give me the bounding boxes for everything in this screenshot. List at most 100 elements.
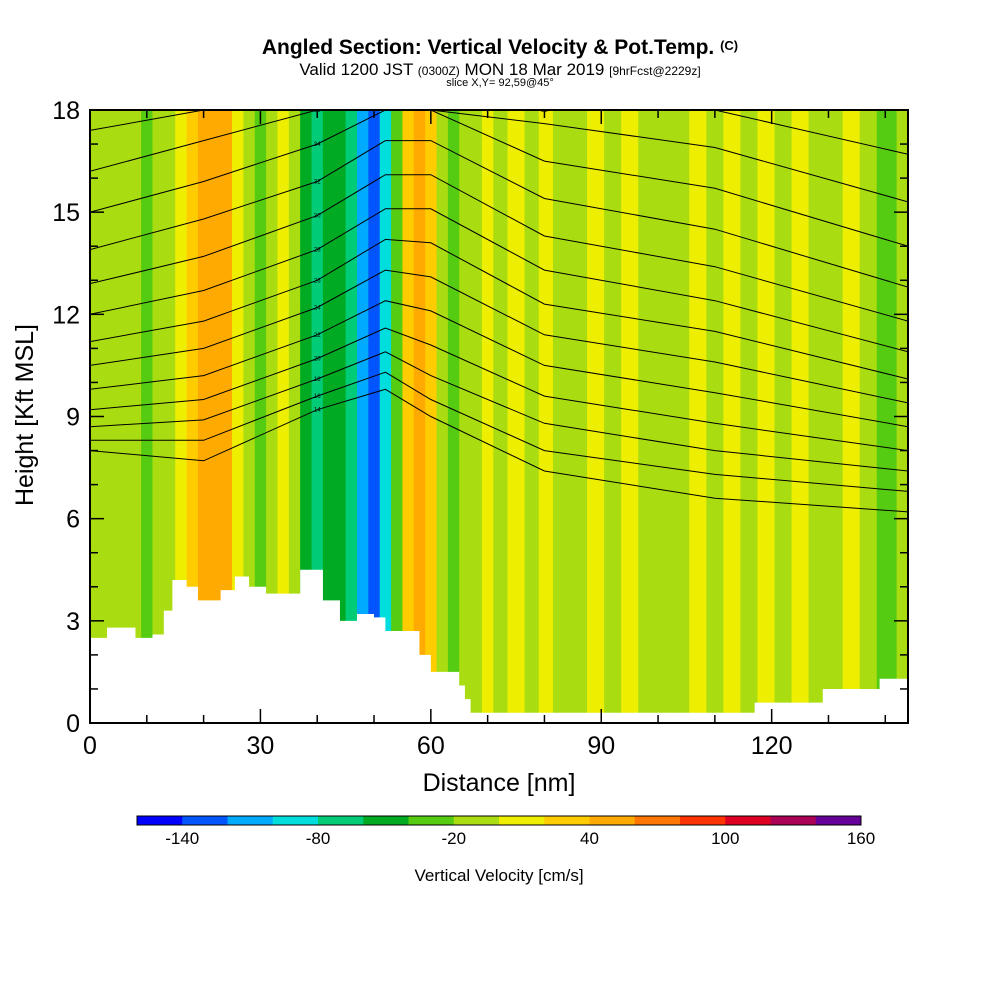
velocity-column xyxy=(98,110,114,723)
colorbar-swatch xyxy=(634,816,681,825)
velocity-column xyxy=(825,110,844,723)
velocity-column xyxy=(112,110,128,723)
colorbar-swatch xyxy=(272,816,319,825)
velocity-column xyxy=(774,110,793,723)
chart-title-text: Angled Section: Vertical Velocity & Pot.… xyxy=(261,36,715,59)
x-axis: 0 30 60 90 120 xyxy=(83,110,887,760)
isentrope-label: 16 xyxy=(314,394,321,400)
colorbar-swatch xyxy=(318,816,364,825)
colorbar-tick-label: -80 xyxy=(306,829,331,848)
isentrope-label: 22 xyxy=(314,333,321,339)
velocity-column xyxy=(368,110,381,723)
colorbar-swatch xyxy=(544,816,590,825)
isentrope-label: 18 xyxy=(314,377,321,383)
velocity-column xyxy=(757,110,776,723)
colorbar-swatch xyxy=(182,816,228,825)
y-tick-label: 9 xyxy=(66,404,80,432)
velocity-column xyxy=(243,110,256,723)
isentrope-label: 24 xyxy=(314,306,321,312)
velocity-column xyxy=(507,110,526,723)
velocity-column xyxy=(254,110,267,723)
velocity-column xyxy=(413,110,426,723)
isentrope-line xyxy=(90,238,908,380)
colorbar-swatch xyxy=(453,816,500,825)
velocity-column xyxy=(524,110,540,723)
isentrope-label: 28 xyxy=(314,248,321,254)
velocity-column xyxy=(391,110,404,723)
colorbar-tick-label: 160 xyxy=(847,829,875,848)
velocity-column xyxy=(266,110,279,723)
velocity-column xyxy=(186,110,199,723)
velocity-column xyxy=(379,110,392,723)
colorbar-swatch xyxy=(680,816,726,825)
isentrope-line xyxy=(90,269,908,404)
isentrope-label: 32 xyxy=(314,180,321,186)
colorbar-swatch xyxy=(725,816,771,825)
colorbar-swatch xyxy=(815,816,862,825)
y-axis-label: Height [Kft MSL] xyxy=(11,324,39,506)
isentrope-label: 20 xyxy=(314,357,321,363)
x-tick-label: 0 xyxy=(83,732,97,760)
velocity-column xyxy=(604,110,622,723)
x-tick-label: 30 xyxy=(247,732,275,760)
colorbar-tick-label: -20 xyxy=(441,829,466,848)
isentrope-line xyxy=(90,371,908,492)
subtitle-utc: (0300Z) xyxy=(417,64,460,78)
isentrope-line xyxy=(90,174,908,322)
colorbar-tick-label: 40 xyxy=(580,829,599,848)
velocity-column xyxy=(655,110,673,723)
isentrope-line xyxy=(90,388,908,513)
velocity-column xyxy=(706,110,724,723)
terrain-mask xyxy=(90,569,908,723)
y-tick-label: 15 xyxy=(52,199,80,227)
velocity-column xyxy=(436,110,449,723)
velocity-column xyxy=(740,110,759,723)
colorbar: -140 -80 -20 40 100 160 xyxy=(136,815,875,848)
velocity-column xyxy=(493,110,509,723)
isentrope-line xyxy=(90,110,908,203)
slice-label: slice X,Y= 92,59@45° xyxy=(446,77,554,89)
colorbar-label: Vertical Velocity [cm/s] xyxy=(414,866,583,885)
velocity-column xyxy=(447,110,460,723)
x-axis-label: Distance [nm] xyxy=(423,769,576,797)
velocity-column xyxy=(288,110,301,723)
x-tick-label: 60 xyxy=(417,732,445,760)
velocity-column xyxy=(322,110,335,723)
chart-title-unit: (C) xyxy=(720,38,739,53)
y-tick-label: 0 xyxy=(66,710,80,738)
velocity-column xyxy=(220,110,233,723)
colorbar-tick-label: 100 xyxy=(711,829,739,848)
velocity-column xyxy=(552,110,571,723)
subtitle-date: MON 18 Mar 2019 xyxy=(464,60,605,79)
colorbar-swatch xyxy=(227,816,274,825)
velocity-column xyxy=(311,110,324,723)
velocity-column xyxy=(152,110,165,723)
velocity-column xyxy=(277,110,290,723)
isentrope-line xyxy=(90,140,908,288)
velocity-column xyxy=(232,110,244,723)
velocity-column xyxy=(859,110,878,723)
velocity-column xyxy=(356,110,369,723)
x-tick-label: 120 xyxy=(751,732,793,760)
colorbar-tick-label: -140 xyxy=(165,829,199,848)
isentrope-line xyxy=(90,300,908,428)
isentrope-label: 34 xyxy=(314,142,321,148)
velocity-column xyxy=(209,110,222,723)
velocity-column xyxy=(459,110,472,723)
colorbar-swatch xyxy=(770,816,817,825)
velocity-column xyxy=(570,110,588,723)
y-axis: 0 3 6 9 12 15 18 xyxy=(52,97,908,738)
x-tick-label: 90 xyxy=(587,732,615,760)
velocity-column xyxy=(808,110,827,723)
chart-subtitle: Valid 1200 JST (0300Z) MON 18 Mar 2019 [… xyxy=(0,60,1000,80)
velocity-column xyxy=(538,110,554,723)
velocity-column xyxy=(876,110,898,723)
velocity-column xyxy=(723,110,742,723)
isentrope-label: 26 xyxy=(314,278,321,284)
subtitle-valid: Valid 1200 JST xyxy=(299,60,414,79)
velocity-column xyxy=(197,110,210,723)
y-tick-label: 3 xyxy=(66,608,80,636)
isentrope-line xyxy=(90,327,908,452)
velocity-column xyxy=(402,110,415,723)
